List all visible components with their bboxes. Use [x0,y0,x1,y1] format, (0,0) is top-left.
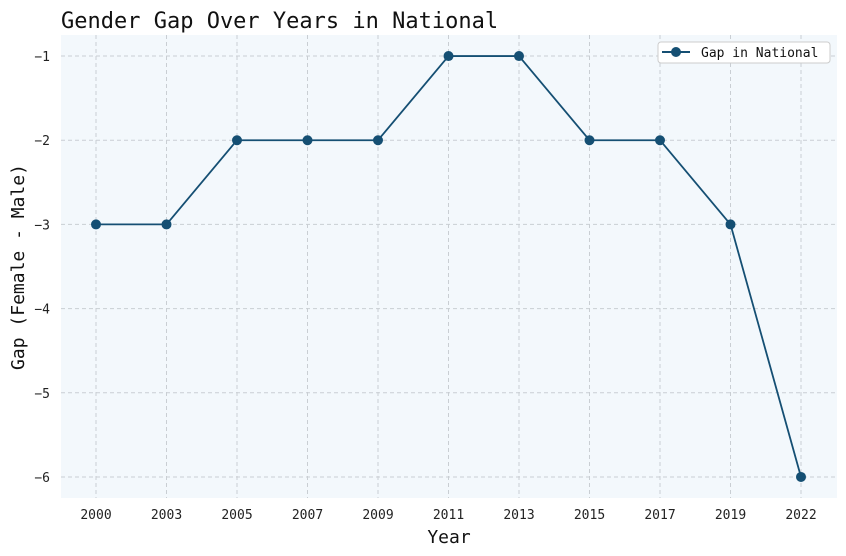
x-tick-label: 2011 [433,508,464,523]
x-tick-label: 2005 [221,508,252,523]
y-tick-label: −4 [34,303,50,318]
y-tick-label: −1 [34,50,50,65]
data-series [91,51,806,482]
x-tick-label: 2015 [574,508,605,523]
data-point-marker [584,135,595,146]
data-point-marker [232,135,242,146]
y-tick-label: −3 [34,218,50,233]
x-tick-label: 2009 [362,508,393,523]
y-tick-label: −6 [34,471,50,486]
legend: Gap in National [657,41,831,64]
x-axis-label: Year [427,527,471,548]
data-point-marker [796,471,806,482]
legend-label: Gap in National [701,46,818,61]
data-point-marker [725,219,736,230]
x-tick-label: 2007 [292,508,323,523]
data-point-marker [91,219,101,230]
data-point-marker [302,135,313,146]
legend-box [657,41,831,64]
y-tick-label: −5 [34,387,50,402]
y-tick-label: −2 [34,134,50,149]
x-tick-label: 2003 [151,508,182,523]
data-point-marker [514,51,524,62]
x-tick-label: 2019 [715,508,746,523]
data-point-marker [443,51,454,62]
grid [61,35,837,498]
x-axis-ticks: 2000 2003 2005 2007 2009 2011 2013 2015 2017 2019… [80,508,816,523]
data-point-marker [161,219,172,230]
y-axis-label: Gap (Female - Male) [8,164,29,370]
x-tick-label: 2013 [503,508,534,523]
x-tick-label: 2022 [785,508,816,523]
data-point-marker [655,135,665,146]
data-point-marker [373,135,383,146]
x-tick-label: 2017 [644,508,675,523]
y-axis-ticks: −1 −2 −3 −4 −5 −6 [34,50,50,486]
chart-title: Gender Gap Over Years in National [61,9,498,34]
x-tick-label: 2000 [80,508,111,523]
legend-marker-swatch [671,47,681,57]
